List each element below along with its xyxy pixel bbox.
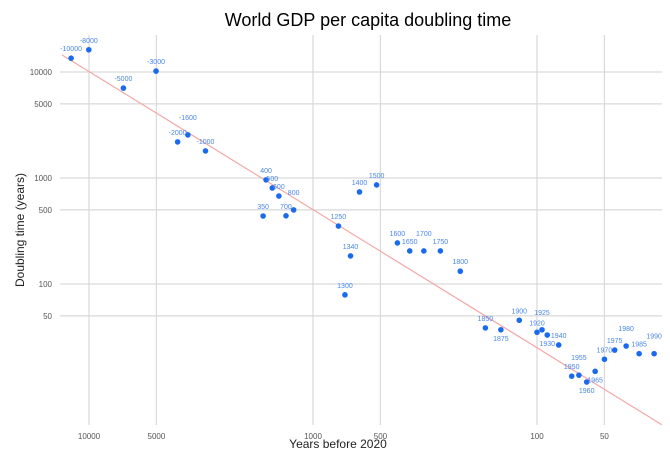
data-point-label: 1650: [402, 239, 418, 246]
data-point-label: 1500: [369, 173, 385, 180]
data-point-label: -1000: [197, 139, 215, 146]
data-point[interactable]: [539, 326, 545, 333]
data-point[interactable]: [373, 182, 380, 188]
data-point-label: 1875: [493, 336, 509, 343]
data-point-label: -3000: [147, 59, 165, 66]
data-point-label: 1900: [511, 308, 527, 315]
data-point[interactable]: [120, 85, 127, 91]
data-point-label: 350: [257, 204, 269, 211]
data-point[interactable]: [335, 223, 342, 229]
y-tick-label: 500: [39, 206, 53, 215]
data-point[interactable]: [263, 177, 269, 183]
data-point-label: 1250: [331, 214, 347, 221]
x-tick-label: 10000: [78, 432, 101, 441]
data-point-label: 600: [273, 184, 285, 191]
data-point[interactable]: [394, 240, 401, 246]
data-point-label: 800: [288, 190, 300, 197]
data-point-label: -5000: [114, 76, 132, 83]
data-point[interactable]: [482, 325, 489, 331]
data-point-label: 1985: [631, 342, 647, 349]
data-point[interactable]: [185, 132, 191, 138]
data-point[interactable]: [202, 148, 209, 154]
x-tick-label: 1000: [304, 432, 322, 441]
data-point[interactable]: [174, 139, 181, 145]
data-point[interactable]: [260, 213, 266, 219]
data-point-label: 1930: [539, 341, 555, 348]
y-tick-label: 1000: [34, 174, 52, 183]
data-point-label: 1950: [564, 364, 580, 371]
x-tick-label: 5000: [148, 432, 166, 441]
data-point[interactable]: [421, 248, 427, 254]
data-point-label: 1925: [534, 310, 550, 317]
data-point[interactable]: [592, 368, 598, 375]
data-point-label: -10000: [60, 46, 82, 53]
data-point[interactable]: [651, 350, 657, 357]
data-point[interactable]: [437, 248, 444, 254]
x-tick-label: 50: [600, 432, 609, 441]
y-tick-label: 50: [43, 312, 52, 321]
data-point-label: 1850: [478, 316, 494, 323]
data-point-label: 1920: [529, 320, 545, 327]
y-tick-label: 10000: [30, 68, 53, 77]
data-point[interactable]: [342, 292, 348, 298]
data-point-label: 1960: [579, 388, 595, 395]
data-point-label: 1980: [618, 326, 634, 333]
data-point-label: 1340: [343, 244, 359, 251]
data-point[interactable]: [601, 356, 608, 363]
x-tick-label: 500: [374, 432, 388, 441]
data-point-label: 1970: [597, 347, 613, 354]
data-point[interactable]: [568, 373, 575, 379]
y-tick-label: 100: [39, 280, 53, 289]
data-point-label: 700: [280, 204, 292, 211]
data-point-label: 1990: [646, 334, 662, 341]
data-point[interactable]: [516, 317, 523, 324]
data-point[interactable]: [544, 332, 551, 338]
data-point[interactable]: [406, 248, 413, 254]
data-point-label: 1965: [587, 377, 603, 384]
x-axis-label: Years before 2020: [289, 437, 387, 451]
y-tick-label: 5000: [34, 100, 52, 109]
data-point-label: 1955: [571, 355, 587, 362]
data-point[interactable]: [290, 207, 297, 213]
data-point[interactable]: [269, 185, 276, 191]
data-point-label: 400: [260, 168, 272, 175]
data-point-label: 1700: [416, 231, 432, 238]
data-point[interactable]: [534, 329, 540, 336]
data-point[interactable]: [153, 68, 159, 74]
data-point[interactable]: [283, 212, 289, 219]
data-point[interactable]: [86, 46, 92, 53]
data-point[interactable]: [68, 55, 74, 61]
data-point[interactable]: [276, 193, 282, 199]
data-point-label: -2000: [169, 130, 187, 137]
data-point-label: 1750: [433, 239, 449, 246]
data-point-label: -8000: [80, 38, 98, 45]
data-point-label: 500: [266, 176, 278, 183]
data-point[interactable]: [457, 268, 464, 275]
data-point[interactable]: [555, 342, 562, 348]
trendline: [61, 54, 663, 426]
data-point[interactable]: [356, 189, 363, 195]
y-axis-label: Doubling time (years): [13, 173, 27, 287]
data-point[interactable]: [611, 347, 618, 353]
data-point[interactable]: [347, 253, 354, 259]
data-point[interactable]: [583, 379, 590, 385]
data-point[interactable]: [576, 372, 582, 378]
data-point-label: 1800: [453, 259, 469, 266]
x-tick-label: 100: [530, 432, 544, 441]
data-point-label: 1400: [352, 180, 368, 187]
data-point[interactable]: [498, 326, 504, 333]
chart-title: World GDP per capita doubling time: [225, 10, 511, 30]
data-point-label: 1975: [607, 338, 623, 345]
data-point-label: 1300: [337, 283, 353, 290]
data-point-label: -1600: [179, 115, 197, 122]
data-point[interactable]: [636, 350, 642, 357]
data-point-label: 1600: [390, 231, 406, 238]
data-point-label: 1940: [551, 333, 567, 340]
data-point[interactable]: [623, 343, 629, 349]
